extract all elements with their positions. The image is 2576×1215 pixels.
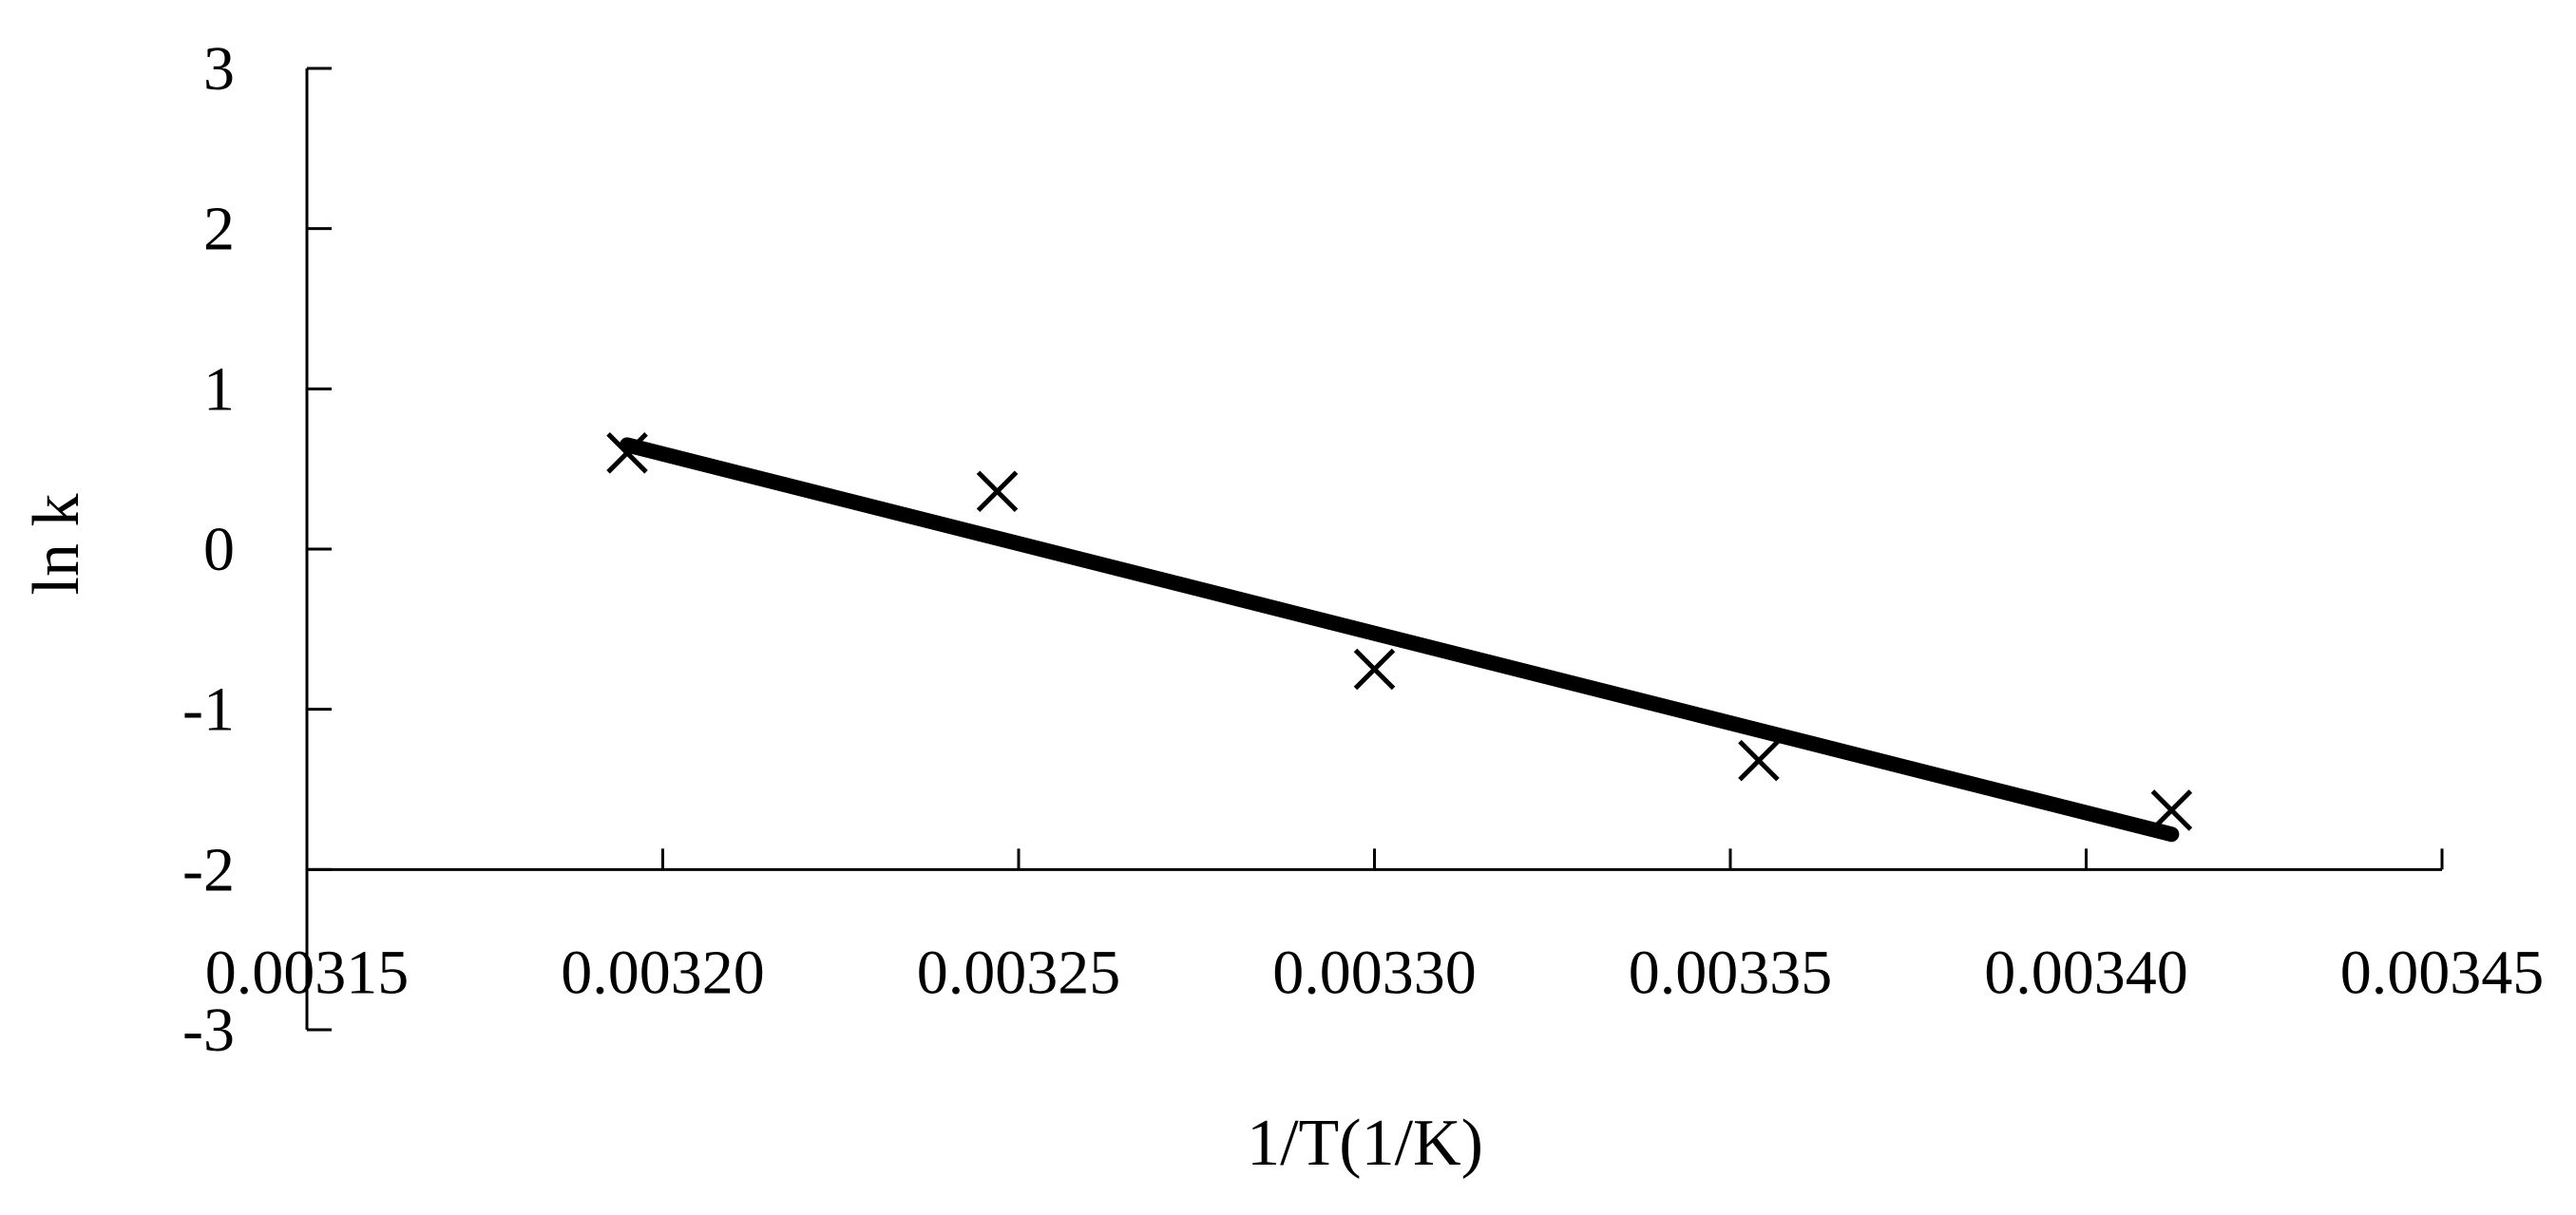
data-point xyxy=(2150,789,2193,831)
x-tick-label: 0.00315 xyxy=(205,938,410,1007)
y-ticks: 3 2 1 0 -1 -2 -3 xyxy=(182,34,332,1065)
data-point xyxy=(606,432,648,474)
x-tick-label: 0.00325 xyxy=(917,938,1121,1007)
axes xyxy=(305,68,2442,1030)
y-tick-label: 0 xyxy=(203,515,235,584)
y-tick-label: 1 xyxy=(203,354,235,424)
trendline xyxy=(620,437,2180,843)
y-tick-label: -2 xyxy=(182,835,235,904)
x-tick-label: 0.00345 xyxy=(2340,938,2545,1007)
x-axis-title: 1/T(1/K) xyxy=(1247,1107,1483,1180)
y-tick-label: 3 xyxy=(203,34,235,104)
data-point xyxy=(1738,739,1780,782)
x-ticks: 0.00315 0.00320 0.00325 0.00330 0.00335 0.003… xyxy=(205,848,2545,1007)
x-tick-label: 0.00320 xyxy=(561,938,765,1007)
x-tick-label: 0.00340 xyxy=(1984,938,2188,1007)
data-point xyxy=(1353,648,1396,691)
trendline-group xyxy=(620,437,2180,843)
data-markers xyxy=(606,432,2193,831)
data-point xyxy=(976,470,1019,513)
y-tick-label: -1 xyxy=(182,675,235,745)
x-tick-label: 0.00335 xyxy=(1629,938,1833,1007)
x-tick-label: 0.00330 xyxy=(1272,938,1477,1007)
y-axis-title: ln k xyxy=(20,494,93,596)
y-tick-label: 2 xyxy=(203,195,235,264)
y-tick-label: -3 xyxy=(182,996,235,1065)
